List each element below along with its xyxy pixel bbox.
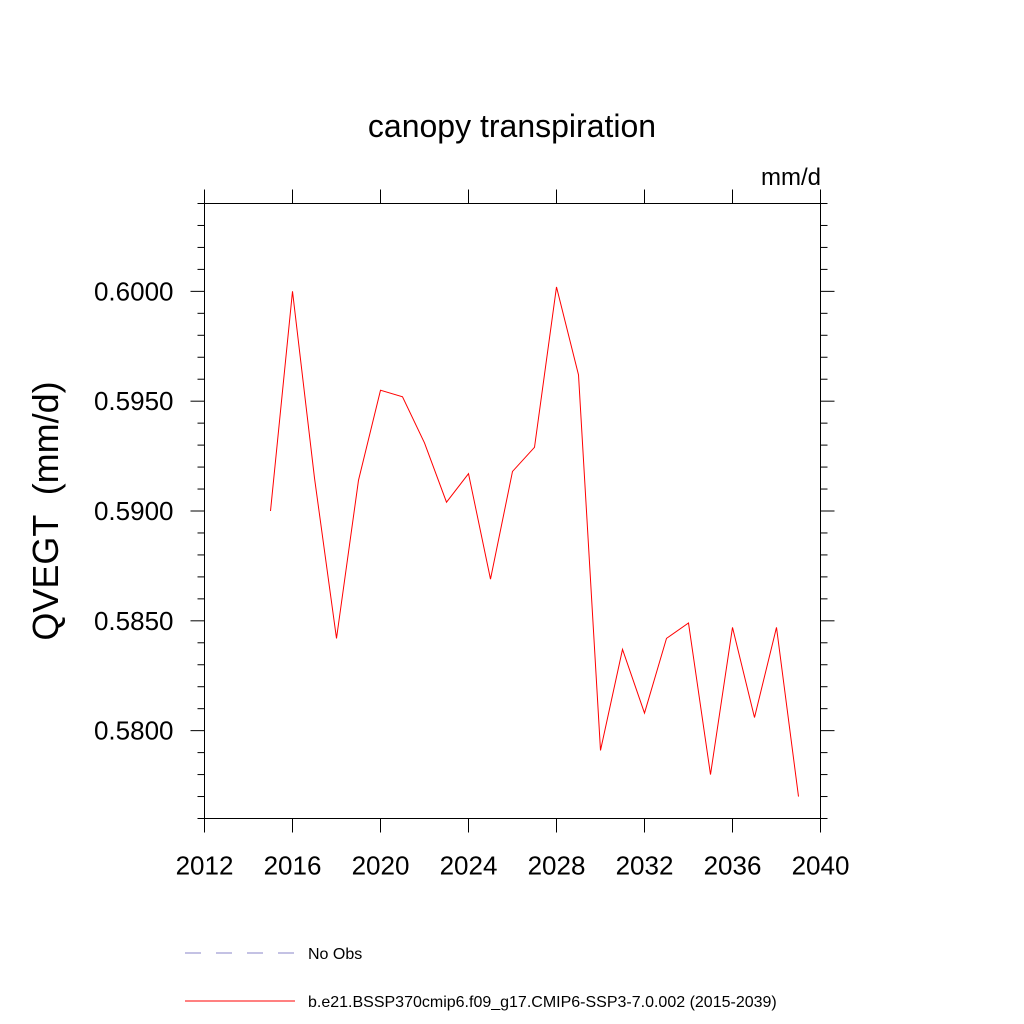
data-point (578, 374, 579, 375)
x-tick-label: 2020 (352, 851, 410, 881)
x-tick-label: 2024 (440, 851, 498, 881)
x-tick-label: 2012 (176, 851, 234, 881)
legend: No Obs b.e21.BSSP370cmip6.f09_g17.CMIP6-… (185, 946, 777, 1011)
data-point (798, 796, 799, 797)
data-point (270, 511, 271, 512)
y-tick-label: 0.5850 (94, 606, 174, 636)
legend-label-model-run: b.e21.BSSP370cmip6.f09_g17.CMIP6-SSP3-7.… (308, 994, 777, 1011)
y-tick-labels: 0.5800 0.5850 0.5900 0.5950 0.6000 (94, 276, 174, 745)
data-point (534, 447, 535, 448)
data-point (314, 478, 315, 479)
data-point (490, 579, 491, 580)
data-point (468, 473, 469, 474)
data-point (600, 750, 601, 751)
legend-label-no-obs: No Obs (308, 946, 362, 963)
units-label: mm/d (761, 164, 821, 191)
y-axis-label: QVEGT (mm/d) (25, 381, 66, 640)
data-point (732, 627, 733, 628)
y-tick-label: 0.6000 (94, 276, 174, 306)
data-point (556, 286, 557, 287)
data-point (666, 638, 667, 639)
y-tick-label: 0.5950 (94, 386, 174, 416)
chart-title: canopy transpiration (368, 108, 656, 144)
series-group (270, 286, 799, 797)
data-point (292, 291, 293, 292)
data-point (776, 627, 777, 628)
data-point (512, 471, 513, 472)
x-tick-label: 2040 (792, 851, 850, 881)
x-tick-label: 2036 (704, 851, 762, 881)
data-point (424, 442, 425, 443)
data-point (358, 480, 359, 481)
x-tick-labels: 2012 2016 2020 2024 2028 2032 2036 2040 (176, 851, 850, 881)
y-tick-label: 0.5800 (94, 716, 174, 746)
x-tick-label: 2032 (616, 851, 674, 881)
data-point (688, 623, 689, 624)
data-point (380, 390, 381, 391)
y-tick-label: 0.5900 (94, 496, 174, 526)
data-point (644, 713, 645, 714)
series-line-0 (270, 286, 799, 797)
data-point (710, 774, 711, 775)
data-point (754, 717, 755, 718)
x-tick-label: 2028 (528, 851, 586, 881)
data-point (622, 649, 623, 650)
data-point (446, 502, 447, 503)
plot-frame (204, 203, 821, 819)
x-tick-label: 2016 (264, 851, 322, 881)
axis-ticks (190, 189, 835, 833)
data-point (402, 396, 403, 397)
data-point (336, 638, 337, 639)
